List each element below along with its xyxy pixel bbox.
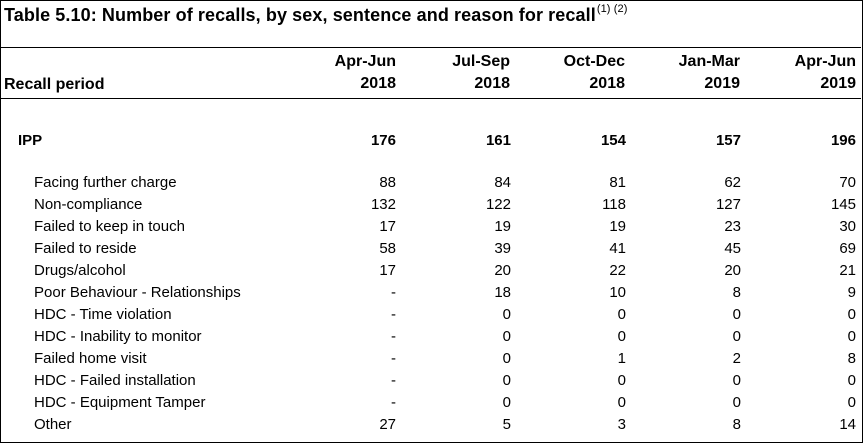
table-cell: - — [391, 372, 396, 389]
table-cell: 0 — [502, 350, 511, 367]
period-header-4-line1: Jan-Mar — [678, 53, 740, 70]
table-cell: 0 — [502, 306, 511, 323]
table-cell: - — [391, 350, 396, 367]
period-header-2-line1: Jul-Sep — [452, 53, 510, 70]
table-cell: 0 — [847, 328, 856, 345]
table-cell: 8 — [732, 416, 741, 433]
table-cell: 9 — [847, 284, 856, 301]
table-cell: 19 — [494, 218, 511, 235]
period-header-3: Oct-Dec 2018 — [525, 53, 625, 93]
table-cell: 0 — [732, 394, 741, 411]
table-cell: 81 — [609, 174, 626, 191]
table-row-label: Facing further charge — [34, 174, 177, 191]
table-cell: 20 — [724, 262, 741, 279]
table-row-label: Failed to keep in touch — [34, 218, 185, 235]
table-cell: 0 — [617, 372, 626, 389]
table-cell: 127 — [715, 196, 741, 213]
table-cell: 0 — [732, 372, 741, 389]
table-cell: 88 — [379, 174, 396, 191]
period-header-5: Apr-Jun 2019 — [756, 53, 856, 93]
title-divider — [0, 47, 861, 48]
total-row-value: 176 — [370, 132, 396, 149]
table-row-label: Poor Behaviour - Relationships — [34, 284, 241, 301]
table-cell: 8 — [847, 350, 856, 367]
table-row-label: HDC - Equipment Tamper — [34, 394, 206, 411]
table-cell: 0 — [617, 328, 626, 345]
table-cell: 22 — [609, 262, 626, 279]
table-cell: 14 — [839, 416, 856, 433]
table-cell: 0 — [847, 394, 856, 411]
total-row-value: 157 — [715, 132, 741, 149]
table-cell: 41 — [609, 240, 626, 257]
table-cell: 132 — [370, 196, 396, 213]
table-cell: 17 — [379, 218, 396, 235]
period-header-2-line2: 2018 — [474, 75, 510, 92]
period-header-5-line2: 2019 — [820, 75, 856, 92]
period-header-1: Apr-Jun 2018 — [296, 53, 396, 93]
row-header-label: Recall period — [4, 76, 105, 93]
period-header-3-line1: Oct-Dec — [563, 53, 625, 70]
table-cell: 18 — [494, 284, 511, 301]
table-cell: 145 — [830, 196, 856, 213]
table-cell: 45 — [724, 240, 741, 257]
table-row-label: Other — [34, 416, 72, 433]
period-header-1-line2: 2018 — [360, 75, 396, 92]
table-cell: - — [391, 394, 396, 411]
table-row-label: HDC - Failed installation — [34, 372, 196, 389]
table-title-text: Table 5.10: Number of recalls, by sex, s… — [4, 5, 596, 25]
table-row-label: HDC - Time violation — [34, 306, 172, 323]
table-row-label: Failed home visit — [34, 350, 147, 367]
total-row-value: 161 — [485, 132, 511, 149]
table-cell: 84 — [494, 174, 511, 191]
total-row-value: 154 — [600, 132, 626, 149]
table-cell: 0 — [732, 328, 741, 345]
table-cell: 0 — [502, 394, 511, 411]
table-cell: 69 — [839, 240, 856, 257]
total-row-value: 196 — [830, 132, 856, 149]
table-cell: 19 — [609, 218, 626, 235]
table-cell: 27 — [379, 416, 396, 433]
table-cell: 70 — [839, 174, 856, 191]
table-cell: 21 — [839, 262, 856, 279]
table-cell: 122 — [485, 196, 511, 213]
table-cell: - — [391, 306, 396, 323]
header-divider — [0, 98, 861, 99]
table-cell: 58 — [379, 240, 396, 257]
table-cell: 0 — [847, 372, 856, 389]
period-header-4: Jan-Mar 2019 — [640, 53, 740, 93]
table-row-label: Failed to reside — [34, 240, 137, 257]
table-cell: 30 — [839, 218, 856, 235]
table-cell: 17 — [379, 262, 396, 279]
table-cell: 8 — [732, 284, 741, 301]
table-cell: 118 — [602, 196, 626, 213]
table-cell: 2 — [732, 350, 741, 367]
period-header-1-line1: Apr-Jun — [334, 53, 396, 70]
period-header-4-line2: 2019 — [704, 75, 740, 92]
table-title: Table 5.10: Number of recalls, by sex, s… — [4, 3, 627, 26]
table-cell: 62 — [724, 174, 741, 191]
table-cell: 1 — [617, 350, 626, 367]
table-cell: 10 — [609, 284, 626, 301]
table-cell: 0 — [502, 328, 511, 345]
table-cell: 0 — [847, 306, 856, 323]
table-cell: 3 — [617, 416, 626, 433]
table-cell: 5 — [502, 416, 511, 433]
table-cell: 0 — [732, 306, 741, 323]
table-cell: 0 — [502, 372, 511, 389]
period-header-3-line2: 2018 — [589, 75, 625, 92]
table-cell: 39 — [494, 240, 511, 257]
total-row-label: IPP — [18, 132, 43, 149]
period-header-2: Jul-Sep 2018 — [410, 53, 510, 93]
table-cell: 20 — [494, 262, 511, 279]
table-cell: 0 — [617, 394, 626, 411]
period-header-5-line1: Apr-Jun — [794, 53, 856, 70]
table-row-label: Drugs/alcohol — [34, 262, 126, 279]
table-title-footnotes: (1) (2) — [596, 3, 628, 15]
table-cell: - — [391, 284, 396, 301]
table-cell: 0 — [617, 306, 626, 323]
table-row-label: Non-compliance — [34, 196, 143, 213]
table-cell: - — [391, 328, 396, 345]
table-cell: 23 — [724, 218, 741, 235]
table-row-label: HDC - Inability to monitor — [34, 328, 202, 345]
